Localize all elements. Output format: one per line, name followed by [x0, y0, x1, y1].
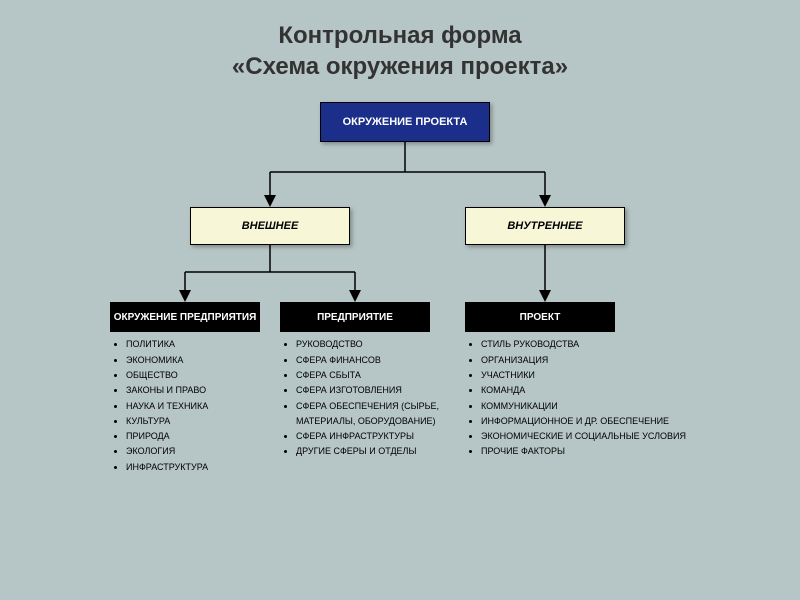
list-item: СФЕРА ИНФРАСТРУКТУРЫ	[296, 429, 442, 444]
list-item: СФЕРА СБЫТА	[296, 368, 442, 383]
list-item: ПРОЧИЕ ФАКТОРЫ	[481, 444, 737, 459]
list-item: СФЕРА ОБЕСПЕЧЕНИЯ (СЫРЬЕ, МАТЕРИАЛЫ, ОБО…	[296, 399, 442, 430]
list-item: КОМАНДА	[481, 383, 737, 398]
list-environment: ПОЛИТИКАЭКОНОМИКАОБЩЕСТВОЗАКОНЫ И ПРАВОН…	[112, 337, 262, 475]
list-item: ПРИРОДА	[126, 429, 262, 444]
leaf-label-3: ПРОЕКТ	[520, 312, 561, 323]
list-item: ИНФОРМАЦИОННОЕ И ДР. ОБЕСПЕЧЕНИЕ	[481, 414, 737, 429]
list-item: НАУКА И ТЕХНИКА	[126, 399, 262, 414]
mid-node-internal: ВНУТРЕННЕЕ	[465, 207, 625, 245]
mid-label-internal: ВНУТРЕННЕЕ	[507, 220, 582, 232]
list-item: ЗАКОНЫ И ПРАВО	[126, 383, 262, 398]
list-item: СФЕРА ИЗГОТОВЛЕНИЯ	[296, 383, 442, 398]
title-line-2: «Схема окружения проекта»	[232, 53, 568, 80]
mid-label-external: ВНЕШНЕЕ	[242, 220, 299, 232]
list-item: СТИЛЬ РУКОВОДСТВА	[481, 337, 737, 352]
leaf-header-project: ПРОЕКТ	[465, 302, 615, 332]
list-project: СТИЛЬ РУКОВОДСТВАОРГАНИЗАЦИЯУЧАСТНИКИКОМ…	[467, 337, 737, 459]
leaf-header-enterprise: ПРЕДПРИЯТИЕ	[280, 302, 430, 332]
list-enterprise: РУКОВОДСТВОСФЕРА ФИНАНСОВСФЕРА СБЫТАСФЕР…	[282, 337, 442, 459]
list-item: ОРГАНИЗАЦИЯ	[481, 353, 737, 368]
list-item: ЭКОЛОГИЯ	[126, 444, 262, 459]
list-item: ОБЩЕСТВО	[126, 368, 262, 383]
list-item: КОММУНИКАЦИИ	[481, 399, 737, 414]
list-item: КУЛЬТУРА	[126, 414, 262, 429]
root-label: ОКРУЖЕНИЕ ПРОЕКТА	[343, 116, 468, 128]
list-item: ДРУГИЕ СФЕРЫ И ОТДЕЛЫ	[296, 444, 442, 459]
root-node: ОКРУЖЕНИЕ ПРОЕКТА	[320, 102, 490, 142]
list-item: ЭКОНОМИЧЕСКИЕ И СОЦИАЛЬНЫЕ УСЛОВИЯ	[481, 429, 737, 444]
leaf-label-2: ПРЕДПРИЯТИЕ	[317, 312, 393, 323]
leaf-label-1: ОКРУЖЕНИЕ ПРЕДПРИЯТИЯ	[114, 312, 257, 323]
diagram: ОКРУЖЕНИЕ ПРОЕКТА ВНЕШНЕЕ ВНУТРЕННЕЕ ОКР…	[0, 92, 800, 592]
mid-node-external: ВНЕШНЕЕ	[190, 207, 350, 245]
list-item: ПОЛИТИКА	[126, 337, 262, 352]
list-item: РУКОВОДСТВО	[296, 337, 442, 352]
list-item: ИНФРАСТРУКТУРА	[126, 460, 262, 475]
title-line-1: Контрольная форма	[278, 22, 521, 49]
list-item: СФЕРА ФИНАНСОВ	[296, 353, 442, 368]
list-item: УЧАСТНИКИ	[481, 368, 737, 383]
list-item: ЭКОНОМИКА	[126, 353, 262, 368]
leaf-header-environment: ОКРУЖЕНИЕ ПРЕДПРИЯТИЯ	[110, 302, 260, 332]
page-title: Контрольная форма «Схема окружения проек…	[0, 0, 800, 82]
